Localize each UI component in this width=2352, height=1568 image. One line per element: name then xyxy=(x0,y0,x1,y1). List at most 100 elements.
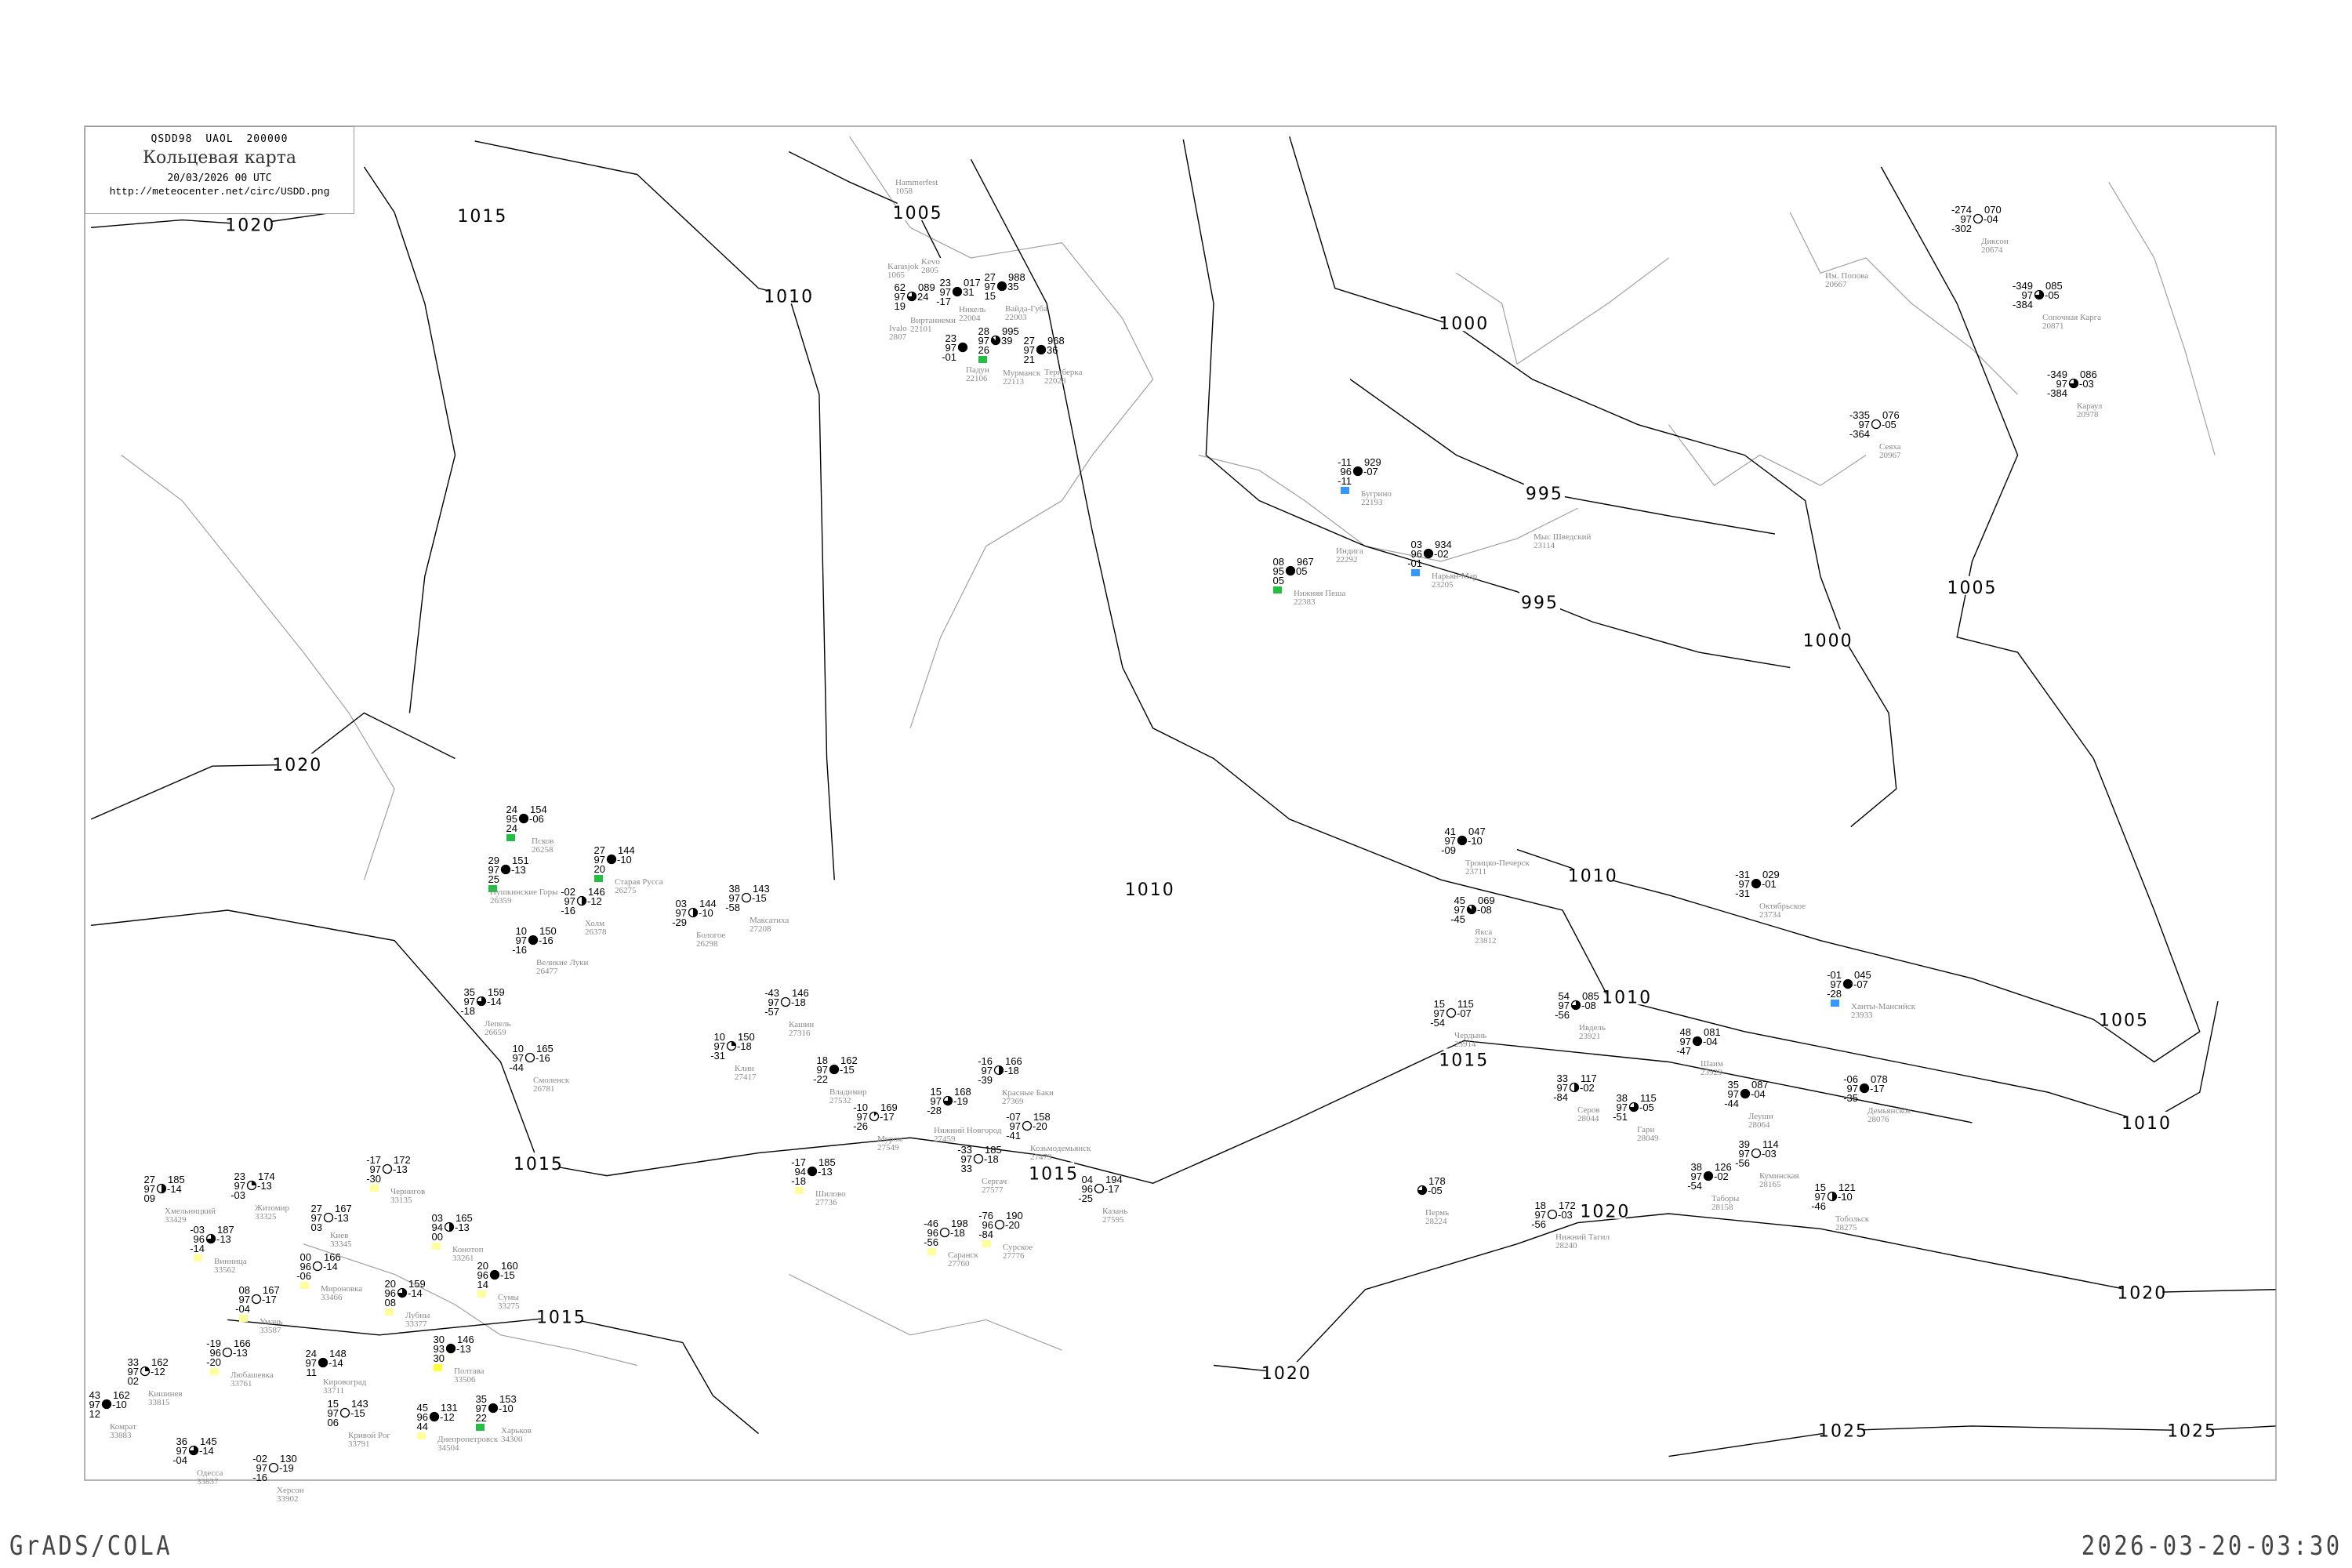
pressure-tendency: -15 xyxy=(752,892,767,904)
cloud-cover-circle xyxy=(268,1462,279,1473)
temperature: 20 xyxy=(477,1260,488,1272)
pressure: 144 xyxy=(618,844,635,856)
station-name: Старая Русса xyxy=(615,877,663,887)
precip-marker xyxy=(417,1432,426,1439)
cloud-cover-fill xyxy=(2034,290,2044,299)
source-url[interactable]: http://meteocenter.net/circ/USDD.png xyxy=(109,186,330,198)
visibility: 97 xyxy=(961,1153,972,1165)
visibility: 97 xyxy=(1691,1171,1702,1182)
pressure: 185 xyxy=(985,1144,1002,1156)
station-id: 28049 xyxy=(1637,1134,1659,1143)
dewpoint: -45 xyxy=(1450,913,1465,925)
cloud-cover-fill xyxy=(1704,1171,1713,1181)
temperature: 35 xyxy=(464,986,475,998)
isobar-label-group: 1015 xyxy=(514,1152,562,1174)
station-id: 2805 xyxy=(921,266,939,275)
temperature: -349 xyxy=(2013,280,2033,292)
cloud-cover-fill xyxy=(997,281,1007,291)
station-name: Шилово xyxy=(815,1189,846,1199)
isobar-label: 1025 xyxy=(1818,1422,1868,1442)
station-name: Житомир xyxy=(255,1203,290,1213)
station-id: 33325 xyxy=(255,1212,277,1221)
visibility: 97 xyxy=(985,281,996,292)
station-name: Казань xyxy=(1102,1207,1127,1216)
pressure-tendency: -13 xyxy=(257,1180,272,1192)
isobar-label-group: 1005 xyxy=(1947,575,1996,598)
visibility: 97 xyxy=(516,935,527,946)
